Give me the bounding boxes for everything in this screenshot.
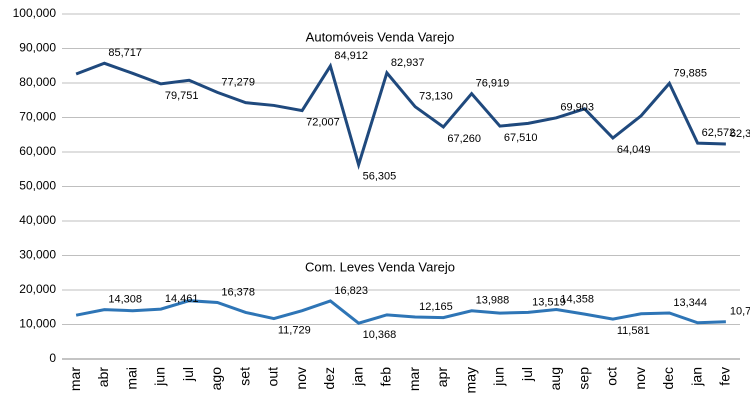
series-annotation: Automóveis Venda Varejo (306, 29, 455, 44)
x-tick-label: dec (660, 367, 676, 390)
x-tick-label: mar (67, 367, 83, 391)
data-label: 62,572 (702, 127, 736, 139)
x-tick-label: may (462, 367, 478, 393)
x-tick-label: feb (378, 367, 394, 387)
x-tick-label: sep (575, 367, 591, 390)
data-label: 72,007 (306, 116, 340, 128)
x-tick-label: ago (208, 367, 224, 391)
data-label: 79,885 (673, 67, 707, 79)
data-label: 11,581 (617, 325, 650, 337)
y-tick-label: 30,000 (19, 248, 56, 262)
x-tick-label: jan (349, 367, 365, 387)
data-label: 12,165 (419, 301, 453, 313)
y-tick-label: 20,000 (19, 282, 56, 296)
y-tick-label: 40,000 (19, 213, 56, 227)
x-tick-label: jun (491, 367, 507, 387)
x-tick-label: nov (293, 367, 309, 390)
data-label: 67,510 (504, 132, 538, 144)
data-label: 16,378 (221, 286, 255, 298)
series-line (75, 299, 726, 325)
x-tick-label: abr (95, 367, 111, 388)
y-tick-label: 90,000 (19, 41, 56, 55)
x-tick-label: aug (547, 367, 563, 390)
data-label: 14,461 (165, 293, 199, 305)
data-label: 13,519 (532, 296, 566, 308)
y-tick-label: 10,000 (19, 317, 56, 331)
data-label: 79,751 (165, 90, 199, 102)
data-label: 13,988 (476, 295, 510, 307)
x-tick-label: mar (406, 367, 422, 391)
x-tick-label: jul (519, 367, 535, 382)
data-label: 10,795 (730, 306, 750, 318)
y-tick-label: 100,000 (13, 6, 57, 20)
data-label: 14,308 (108, 294, 142, 306)
x-tick-label: set (236, 367, 252, 386)
data-label: 69,903 (560, 102, 594, 114)
x-tick-label: out (265, 367, 281, 387)
data-label: 76,919 (476, 78, 510, 90)
data-label: 13,344 (673, 297, 707, 309)
data-label: 82,937 (391, 57, 425, 69)
y-tick-label: 70,000 (19, 110, 56, 124)
x-tick-label: mai (123, 367, 139, 390)
data-label: 16,823 (334, 285, 368, 297)
data-label: 10,368 (363, 329, 397, 341)
y-tick-label: 80,000 (19, 75, 56, 89)
data-label: 14,358 (560, 293, 594, 305)
data-label: 67,260 (447, 133, 481, 145)
y-tick-label: 0 (49, 351, 56, 365)
x-tick-label: dez (321, 367, 337, 390)
data-label: 77,279 (221, 76, 255, 88)
series-line (75, 61, 726, 171)
data-label: 84,912 (334, 50, 368, 62)
y-tick-label: 60,000 (19, 144, 56, 158)
x-tick-label: nov (632, 367, 648, 390)
x-tick-label: jan (688, 367, 704, 387)
x-tick-label: apr (434, 367, 450, 388)
data-label: 11,729 (278, 324, 311, 336)
x-tick-label: jul (180, 367, 196, 382)
x-tick-label: oct (604, 367, 620, 386)
data-label: 56,305 (363, 171, 397, 183)
y-tick-label: 50,000 (19, 179, 56, 193)
data-label: 85,717 (108, 47, 142, 59)
data-label: 62,334 (730, 128, 750, 140)
x-tick-label: jun (152, 367, 168, 387)
series-annotation: Com. Leves Venda Varejo (305, 259, 455, 274)
x-tick-label: fev (717, 367, 733, 386)
data-label: 73,130 (419, 91, 453, 103)
data-label: 64,049 (617, 144, 651, 156)
